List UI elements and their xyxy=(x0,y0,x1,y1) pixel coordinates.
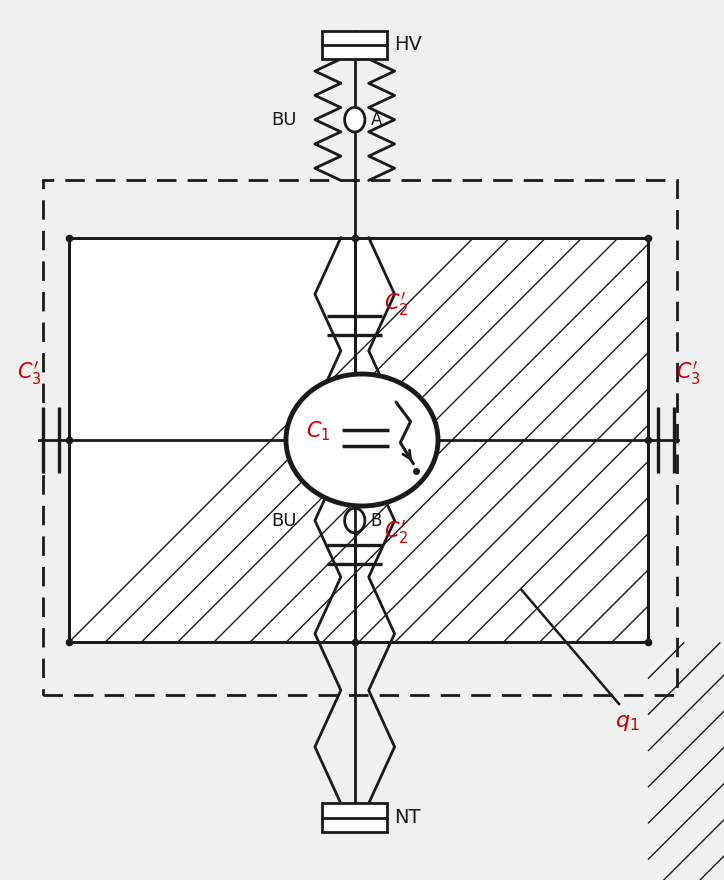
Bar xyxy=(69,238,648,642)
Text: $C_1$: $C_1$ xyxy=(306,420,331,443)
Text: $C_3'$: $C_3'$ xyxy=(17,359,41,387)
Text: A: A xyxy=(371,111,382,128)
Bar xyxy=(322,803,387,832)
Text: HV: HV xyxy=(395,35,423,55)
Ellipse shape xyxy=(286,374,438,506)
Circle shape xyxy=(345,107,365,132)
Text: BU: BU xyxy=(272,111,297,128)
Bar xyxy=(322,31,387,59)
Bar xyxy=(43,180,677,695)
Circle shape xyxy=(345,508,365,532)
Text: $C_2'$: $C_2'$ xyxy=(384,290,408,318)
Text: NT: NT xyxy=(395,808,421,827)
Text: BU: BU xyxy=(272,511,297,530)
Text: $C_3'$: $C_3'$ xyxy=(675,359,700,387)
Text: $q_1$: $q_1$ xyxy=(615,713,640,733)
Text: B: B xyxy=(371,511,382,530)
Bar xyxy=(69,238,648,642)
Text: $C_2'$: $C_2'$ xyxy=(384,518,408,546)
